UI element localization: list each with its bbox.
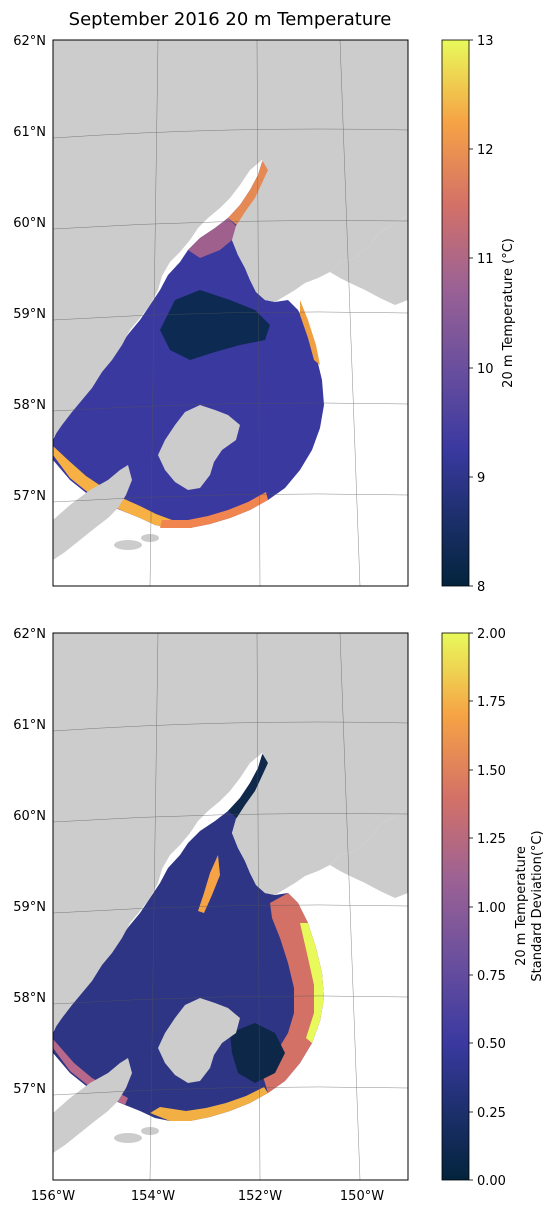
colorbar-tick: 9 [477,471,485,486]
colorbar-tick: 0.75 [477,969,506,984]
lon-tick: 154°W [131,1189,175,1204]
colorbar-label-line-2: Standard Deviation(°C) [530,830,545,981]
lat-tick: 60°N [13,809,46,824]
lon-tick: 150°W [340,1189,384,1204]
lat-axis-top: 62°N 61°N 60°N 59°N 58°N 57°N [13,34,46,504]
colorbar-tick: 1.00 [477,901,506,916]
colorbar-std: 2.00 1.75 1.50 1.25 1.00 0.75 0.50 0.25 … [441,627,545,1189]
colorbar-tick: 11 [477,252,494,267]
lat-tick: 62°N [13,627,46,642]
warm-arc-south [160,492,268,528]
colorbar-tick: 13 [477,34,494,49]
colorbar-mean: 13 12 11 10 9 8 20 m Temperature (°C) [441,34,516,595]
lat-tick: 61°N [13,718,46,733]
warm-upper-inlet [228,118,330,226]
warm-arc-west [53,446,172,528]
colorbar-tick: 1.75 [477,695,506,710]
colorbar-tick: 12 [477,143,494,158]
graticule [53,40,408,586]
lat-tick: 59°N [13,900,46,915]
colorbar-tick: 0.25 [477,1106,506,1121]
lat-axis-bottom: 62°N 61°N 60°N 59°N 58°N 57°N [13,627,46,1097]
colorbar-label: 20 m Temperature (°C) [501,238,516,388]
graticule [53,633,408,1180]
lon-tick: 156°W [31,1189,75,1204]
colorbar-label-line-1: 20 m Temperature [514,846,529,966]
figure-title: September 2016 20 m Temperature [69,9,392,30]
colorbar-tick: 0.50 [477,1037,506,1052]
lat-tick: 57°N [13,1082,46,1097]
lat-tick: 59°N [13,307,46,322]
lat-tick: 58°N [13,398,46,413]
lat-tick: 61°N [13,125,46,140]
colorbar-tick: 10 [477,362,494,377]
colorbar-tick: 1.25 [477,832,506,847]
lat-tick: 62°N [13,34,46,49]
colorbar-tick: 0.00 [477,1174,506,1189]
map-panel-std: 62°N 61°N 60°N 59°N 58°N 57°N 156°W 154°… [13,627,409,1204]
lat-tick: 57°N [13,489,46,504]
cold-core [160,290,270,360]
map-panel-mean: 62°N 61°N 60°N 59°N 58°N 57°N [13,34,409,587]
map-frame [52,39,409,587]
high-variance-streak [198,855,220,913]
lat-tick: 58°N [13,991,46,1006]
colorbar-tick: 2.00 [477,627,506,642]
map-frame [52,632,409,1181]
colorbar-tick: 1.50 [477,764,506,779]
lat-tick: 60°N [13,216,46,231]
lon-tick: 152°W [238,1189,282,1204]
colorbar-tick: 8 [477,580,485,595]
lon-axis: 156°W 154°W 152°W 150°W [31,1189,384,1204]
warm-arc-east [300,300,320,365]
